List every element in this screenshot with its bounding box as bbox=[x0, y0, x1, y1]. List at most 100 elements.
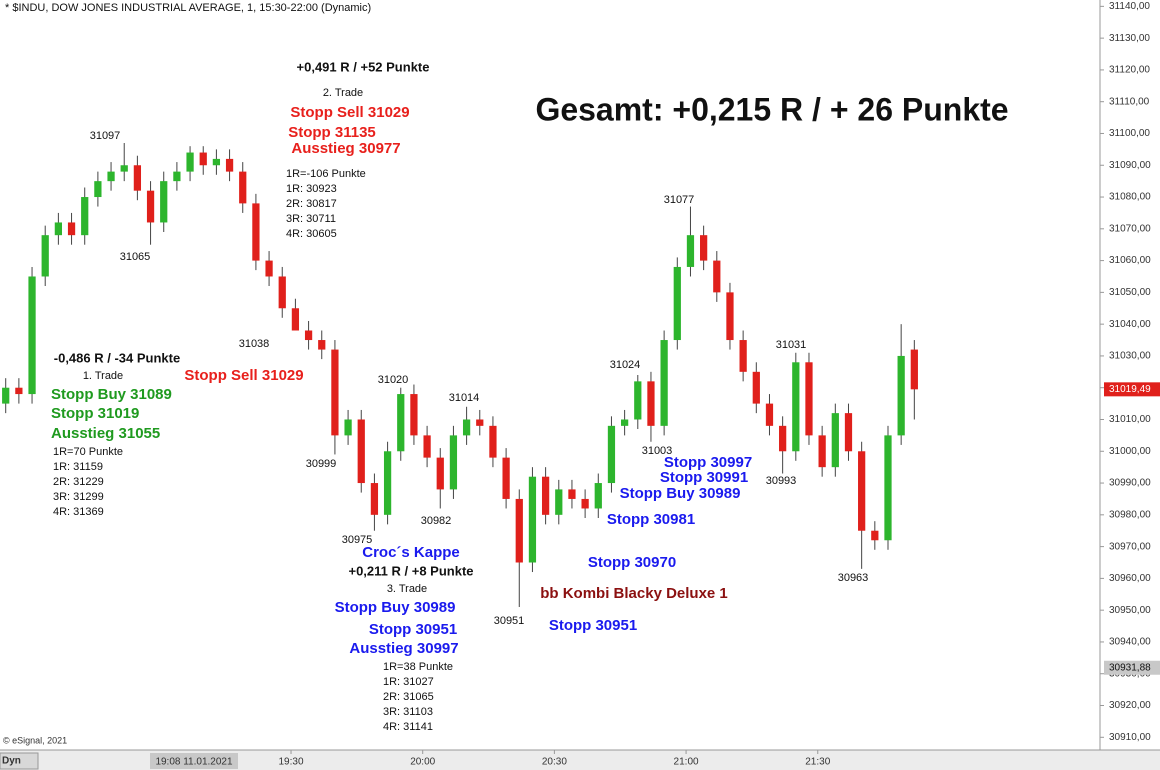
annotation: Stopp Sell 31029 bbox=[290, 104, 409, 121]
candle-body bbox=[199, 152, 207, 166]
candle-body bbox=[54, 222, 63, 236]
y-tick-label: 31030,00 bbox=[1109, 351, 1151, 362]
candle-body bbox=[212, 158, 221, 166]
candle-body bbox=[81, 197, 89, 236]
mode-button[interactable] bbox=[0, 752, 39, 770]
candle-body bbox=[107, 171, 115, 182]
candle-body bbox=[344, 419, 352, 436]
swing-label: 31003 bbox=[642, 445, 673, 457]
annotation: Stopp 30991 bbox=[660, 469, 748, 486]
annotation: 1R=70 Punkte bbox=[53, 446, 123, 458]
candle-body bbox=[449, 435, 458, 490]
annotation: 3. Trade bbox=[387, 583, 427, 595]
total-result: Gesamt: +0,215 R / + 26 Punkte bbox=[535, 91, 1008, 127]
candle-body bbox=[304, 330, 313, 341]
y-tick-label: 30990,00 bbox=[1109, 478, 1151, 489]
annotation: Stopp Buy 30989 bbox=[335, 599, 456, 616]
time-axis-band bbox=[0, 750, 1160, 770]
candle-body bbox=[673, 266, 681, 341]
y-tick-label: 31070,00 bbox=[1109, 223, 1151, 234]
candle-body bbox=[515, 498, 523, 563]
candle-body bbox=[436, 457, 444, 490]
y-tick-label: 31090,00 bbox=[1109, 160, 1151, 171]
candle-body bbox=[765, 403, 774, 426]
y-tick-label: 30960,00 bbox=[1109, 573, 1151, 584]
x-tick-label: 20:30 bbox=[542, 757, 567, 768]
annotation: -0,486 R / -34 Punkte bbox=[54, 350, 180, 365]
candle-body bbox=[225, 158, 234, 172]
annotation: Stopp 30981 bbox=[607, 511, 695, 528]
candle-body bbox=[752, 371, 760, 404]
candle-body bbox=[792, 362, 800, 452]
candle-body bbox=[291, 308, 300, 331]
candle-body bbox=[739, 340, 747, 372]
annotation: Stopp 31019 bbox=[51, 405, 139, 422]
candle-body bbox=[133, 165, 142, 191]
candle-body bbox=[278, 276, 286, 309]
annotation: 1R: 31159 bbox=[53, 461, 103, 473]
y-tick-label: 30950,00 bbox=[1109, 605, 1151, 616]
candle-body bbox=[713, 260, 721, 293]
y-tick-label: 31110,00 bbox=[1109, 96, 1150, 107]
candle-body bbox=[779, 425, 787, 452]
x-tick-label: 20:00 bbox=[410, 757, 435, 768]
candle-body bbox=[884, 435, 892, 541]
annotation: Ausstieg 30997 bbox=[349, 640, 458, 657]
candle-body bbox=[541, 476, 550, 515]
annotation: Stopp 31135 bbox=[288, 124, 376, 141]
annotation: 2R: 30817 bbox=[286, 198, 337, 210]
candle-body bbox=[423, 435, 431, 458]
candle-body bbox=[871, 530, 879, 541]
candle-body bbox=[910, 349, 918, 390]
candle-body bbox=[2, 387, 10, 404]
mode-label[interactable]: Dyn bbox=[2, 756, 21, 767]
annotation: 4R: 30605 bbox=[286, 228, 337, 240]
swing-label: 31065 bbox=[120, 251, 151, 263]
annotation: 4R: 31369 bbox=[53, 506, 104, 518]
y-tick-label: 31140,00 bbox=[1109, 1, 1150, 12]
y-tick-label: 31120,00 bbox=[1109, 65, 1150, 76]
y-tick-label: 31080,00 bbox=[1109, 192, 1151, 203]
annotation: Croc´s Kappe bbox=[362, 544, 460, 561]
y-tick-label: 31050,00 bbox=[1109, 287, 1151, 298]
candle-body bbox=[331, 349, 339, 436]
swing-label: 31038 bbox=[239, 338, 270, 350]
candle-body bbox=[555, 489, 563, 515]
candle-body bbox=[660, 340, 668, 426]
candle-body bbox=[252, 203, 260, 261]
y-tick-label: 30980,00 bbox=[1109, 509, 1151, 520]
candle-body bbox=[160, 181, 168, 223]
annotation: 4R: 31141 bbox=[383, 721, 433, 733]
swing-label: 31031 bbox=[776, 339, 807, 351]
candle-body bbox=[410, 394, 418, 436]
candle-body bbox=[186, 152, 194, 172]
annotation: Stopp Buy 31089 bbox=[51, 386, 172, 403]
candle-body bbox=[634, 381, 642, 420]
candle-body bbox=[357, 419, 365, 484]
y-tick-label: 31060,00 bbox=[1109, 255, 1151, 266]
x-tick-label: 21:30 bbox=[805, 757, 830, 768]
candle-body bbox=[607, 425, 616, 484]
candle-body bbox=[831, 413, 839, 468]
swing-label: 30993 bbox=[766, 475, 797, 487]
candle-body bbox=[397, 394, 405, 452]
swing-label: 30951 bbox=[494, 615, 525, 627]
annotation: 1. Trade bbox=[83, 370, 123, 382]
swing-label: 30982 bbox=[421, 515, 452, 527]
annotation: 1R: 30923 bbox=[286, 183, 337, 195]
annotation: 1R: 31027 bbox=[383, 676, 434, 688]
candle-body bbox=[173, 171, 181, 182]
y-tick-label: 30920,00 bbox=[1109, 700, 1151, 711]
candle-body bbox=[28, 276, 36, 395]
candle-body bbox=[647, 381, 655, 426]
cursor-price-box bbox=[1104, 660, 1160, 675]
cursor-time: 19:08 11.01.2021 bbox=[155, 757, 233, 768]
candle-body bbox=[594, 483, 602, 509]
annotation: Stopp 30970 bbox=[588, 554, 676, 571]
swing-label: 30963 bbox=[838, 572, 869, 584]
y-tick-label: 31000,00 bbox=[1109, 446, 1151, 457]
candle-body bbox=[265, 260, 273, 277]
cursor-time-box bbox=[150, 753, 238, 769]
